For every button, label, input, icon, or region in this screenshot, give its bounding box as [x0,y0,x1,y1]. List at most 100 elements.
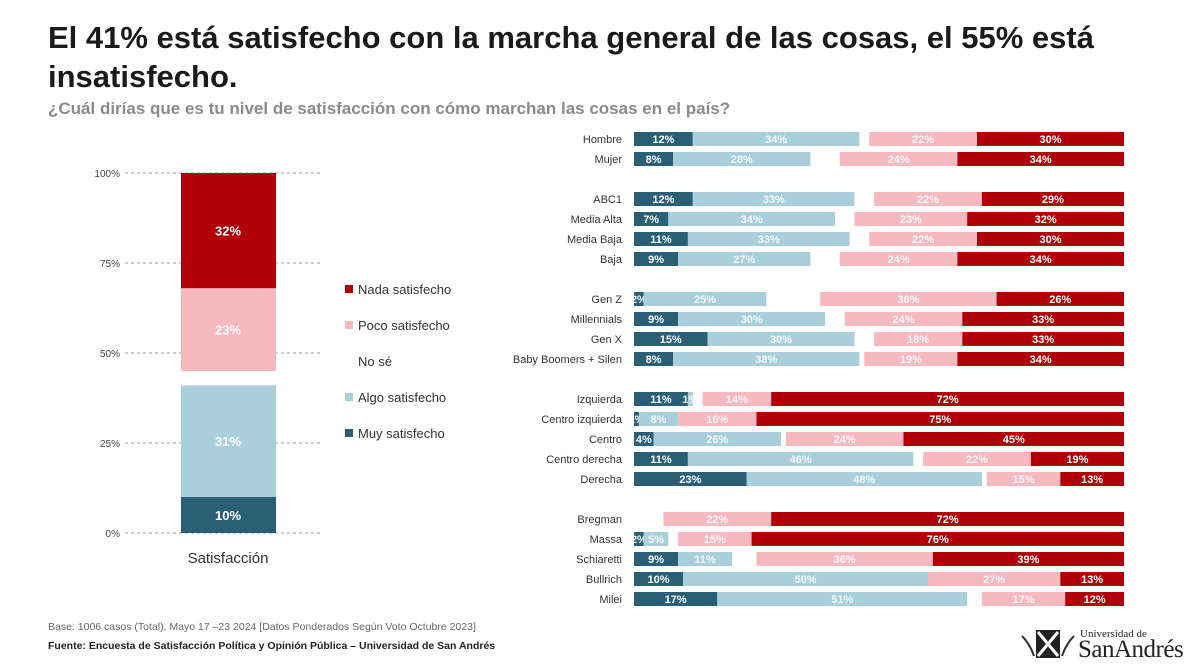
data-label: 29% [1042,194,1064,206]
bar-segment [874,332,963,346]
data-label: 28% [731,154,753,166]
data-label: 22% [966,454,988,466]
data-label: 32% [1035,214,1057,226]
data-label: 34% [1030,154,1052,166]
logo-line1: Universidad de [1080,628,1147,640]
row-label: Hombre [583,134,622,146]
bar-segment [678,312,826,326]
row-label: Gen X [591,334,623,346]
data-label: 33% [1032,334,1054,346]
data-label: 46% [790,454,812,466]
data-label: 11% [694,554,716,566]
data-label: 15% [1013,474,1035,486]
data-label: 23% [679,474,701,486]
row-label: Centro [589,434,622,446]
data-label: 34% [765,134,787,146]
bar-segment [634,412,639,426]
bar-segment [634,192,693,206]
bar-segment [717,592,968,606]
bar-segment [977,232,1124,246]
data-label: 11% [650,234,672,246]
bar-segment [634,392,688,406]
data-label: 51% [831,594,853,606]
bar-segment [634,452,688,466]
data-label: 9% [648,314,664,326]
bar-segment [820,292,997,306]
legend-swatch [345,285,353,293]
bar-segment [634,552,679,566]
bar-segment [634,592,718,606]
y-tick-label: 25% [100,439,120,450]
data-label: 26% [706,434,728,446]
bar-segment [707,332,855,346]
data-label: 2% [631,294,647,306]
data-label: 13% [1081,474,1103,486]
data-label: 34% [1030,254,1052,266]
data-label: 36% [834,554,856,566]
bar-segment [678,252,811,266]
data-label: 16% [706,414,728,426]
bar-segment [981,592,1066,606]
bar-segment [996,292,1124,306]
data-label: 24% [888,154,910,166]
bar-segment [923,452,1031,466]
data-label: 30% [741,314,763,326]
data-label: 2% [631,534,647,546]
bar-segment [687,452,914,466]
bar-segment [702,392,772,406]
data-label: 72% [937,514,959,526]
data-label: 50% [794,574,816,586]
bar-segment [785,432,904,446]
data-label: 15% [660,334,682,346]
data-label: 36% [897,294,919,306]
data-label: 22% [912,134,934,146]
bar-segment [678,552,732,566]
row-label: Massa [590,534,623,546]
data-label: 24% [834,434,856,446]
bar-segment [746,472,982,486]
y-tick-label: 100% [94,169,120,180]
data-label: 76% [927,534,949,546]
bar-segment [928,572,1061,586]
bar-segment [643,532,669,546]
data-label: 33% [763,194,785,206]
bar-segment [1060,572,1124,586]
data-label: 11% [650,454,672,466]
y-tick-label: 75% [100,259,120,270]
data-label: 30% [770,334,792,346]
row-label: Bregman [577,514,622,526]
row-label: Schiaretti [576,554,622,566]
bar-segment [673,152,811,166]
bar-segment [869,132,977,146]
bar-segment [962,312,1124,326]
bar-segment [864,352,958,366]
bar-segment [678,412,757,426]
bar-segment [643,292,767,306]
row-label: Gen Z [591,294,622,306]
row-label: ABC1 [593,194,622,206]
bar-segment [854,212,968,226]
data-label: 12% [652,194,674,206]
data-label: 27% [983,574,1005,586]
legend-label: Poco satisfecho [358,318,450,333]
data-label: 45% [1003,434,1025,446]
bar-segment [751,532,1124,546]
data-label: 17% [665,594,687,606]
bar-segment [634,312,679,326]
bar-segment [638,412,679,426]
data-label: 5% [648,534,664,546]
data-label: 8% [651,414,667,426]
bar-segment [634,252,679,266]
bar-segment [181,173,276,289]
bar-segment [1065,592,1124,606]
bar-segment [903,432,1124,446]
data-label: 22% [912,234,934,246]
bar-segment [957,252,1124,266]
bar-segment [962,332,1124,346]
legend-label: Nada satisfecho [358,282,451,297]
data-label: 19% [900,354,922,366]
crest-icon [1021,630,1075,658]
data-label: 22% [917,194,939,206]
row-label: Milei [599,594,622,606]
row-label: Media Baja [567,234,623,246]
